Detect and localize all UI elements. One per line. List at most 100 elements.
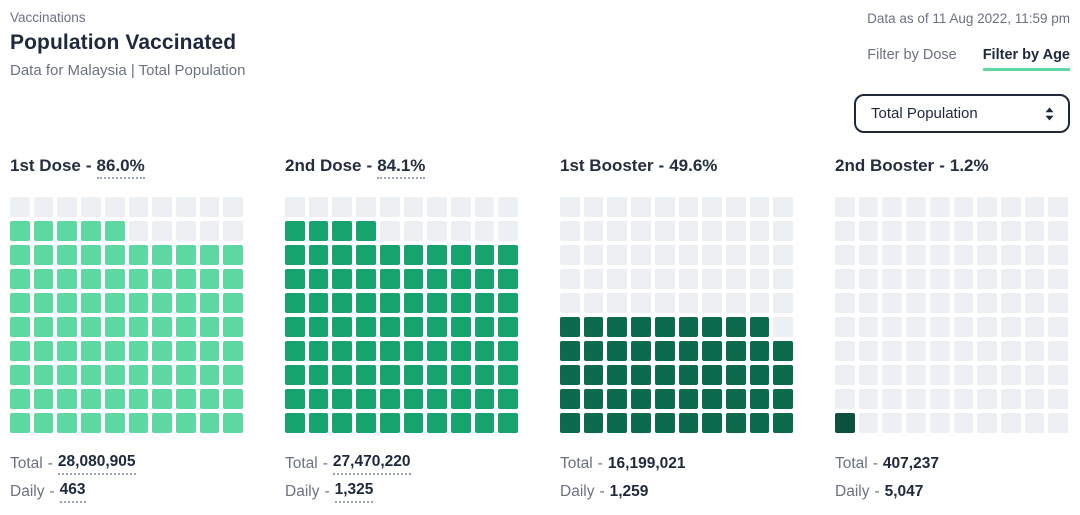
waffle-cell: [474, 389, 495, 409]
waffle-cell: [332, 365, 353, 385]
waffle-cell: [906, 413, 926, 433]
waffle-cell: [450, 341, 471, 361]
waffle-cell: [953, 269, 974, 289]
waffle-cell: [33, 413, 54, 433]
waffle-cell: [583, 245, 604, 265]
waffle-cell: [858, 413, 879, 433]
waffle-cell: [427, 341, 447, 361]
percent-value[interactable]: 86.0%: [96, 156, 145, 179]
waffle-cell: [332, 221, 353, 241]
waffle-cell: [583, 269, 604, 289]
waffle-cell: [128, 269, 149, 289]
waffle-cell: [175, 341, 196, 361]
waffle-cell: [427, 245, 447, 265]
card-stats: Total -407,237 Daily -5,047: [835, 450, 1068, 506]
waffle-cell: [1024, 245, 1045, 265]
waffle-cell: [749, 269, 770, 289]
waffle-cell: [882, 365, 903, 385]
waffle-cell: [223, 221, 243, 241]
waffle-cell: [749, 341, 770, 361]
waffle-cell: [104, 389, 125, 409]
waffle-cell: [10, 245, 30, 265]
waffle-cell: [702, 197, 722, 217]
waffle-cell: [308, 197, 329, 217]
waffle-cell: [773, 221, 793, 241]
dose-charts-grid: 1st Dose -86.0% Total -28,080,905 Daily -46…: [10, 156, 1070, 506]
page-title: Population Vaccinated: [10, 31, 237, 54]
waffle-cell: [285, 245, 305, 265]
waffle-cell: [33, 293, 54, 313]
waffle-cell: [57, 341, 78, 361]
tab-filter-by-age[interactable]: Filter by Age: [982, 47, 1070, 71]
waffle-cell: [725, 341, 746, 361]
waffle-cell: [929, 341, 950, 361]
waffle-cell: [773, 389, 793, 409]
percent-value[interactable]: 84.1%: [377, 156, 426, 179]
waffle-cell: [906, 269, 926, 289]
waffle-cell: [175, 245, 196, 265]
waffle-cell: [654, 293, 675, 313]
waffle-cell: [749, 221, 770, 241]
waffle-cell: [450, 293, 471, 313]
waffle-cell: [379, 221, 400, 241]
waffle-chart: [285, 197, 518, 433]
waffle-cell: [631, 245, 651, 265]
waffle-cell: [356, 365, 376, 385]
waffle-cell: [749, 389, 770, 409]
waffle-cell: [835, 365, 855, 385]
waffle-cell: [128, 389, 149, 409]
waffle-cell: [835, 341, 855, 361]
waffle-cell: [1000, 197, 1021, 217]
waffle-cell: [607, 269, 628, 289]
total-value[interactable]: 27,470,220: [332, 453, 411, 475]
waffle-cell: [749, 365, 770, 385]
waffle-cell: [10, 221, 30, 241]
waffle-cell: [356, 245, 376, 265]
card-title: 2nd Dose -84.1%: [285, 156, 518, 179]
waffle-cell: [678, 197, 699, 217]
waffle-cell: [1024, 269, 1045, 289]
waffle-cell: [403, 197, 424, 217]
data-as-of-text: Data as of 11 Aug 2022, 11:59 pm: [867, 11, 1070, 26]
waffle-cell: [223, 245, 243, 265]
waffle-cell: [104, 221, 125, 241]
waffle-cell: [33, 341, 54, 361]
waffle-cell: [285, 317, 305, 337]
waffle-cell: [702, 221, 722, 241]
total-value[interactable]: 28,080,905: [57, 453, 136, 475]
card-title: 1st Dose -86.0%: [10, 156, 243, 179]
waffle-cell: [403, 245, 424, 265]
waffle-cell: [379, 197, 400, 217]
waffle-cell: [356, 317, 376, 337]
waffle-cell: [607, 413, 628, 433]
total-value: 407,237: [882, 455, 939, 472]
waffle-cell: [1000, 221, 1021, 241]
daily-value[interactable]: 463: [59, 481, 86, 503]
title-separator: -: [939, 156, 945, 175]
total-value: 16,199,021: [607, 455, 686, 472]
daily-value: 1,259: [609, 483, 649, 500]
waffle-cell: [199, 197, 220, 217]
total-stat: Total -28,080,905: [10, 450, 243, 478]
waffle-cell: [906, 293, 926, 313]
waffle-cell: [199, 245, 220, 265]
waffle-cell: [308, 341, 329, 361]
waffle-cell: [104, 413, 125, 433]
waffle-cell: [906, 317, 926, 337]
waffle-cell: [285, 389, 305, 409]
waffle-cell: [977, 341, 997, 361]
stat-separator: -: [874, 483, 880, 500]
waffle-cell: [308, 389, 329, 409]
tab-filter-by-dose[interactable]: Filter by Dose: [867, 47, 956, 71]
filter-tabs: Filter by Dose Filter by Age: [867, 47, 1070, 71]
waffle-cell: [749, 293, 770, 313]
daily-value[interactable]: 1,325: [334, 481, 374, 503]
waffle-cell: [882, 197, 903, 217]
waffle-cell: [81, 245, 101, 265]
waffle-cell: [1000, 245, 1021, 265]
age-group-dropdown[interactable]: Total Population: [854, 94, 1070, 133]
waffle-cell: [498, 269, 518, 289]
waffle-cell: [128, 245, 149, 265]
waffle-cell: [725, 221, 746, 241]
